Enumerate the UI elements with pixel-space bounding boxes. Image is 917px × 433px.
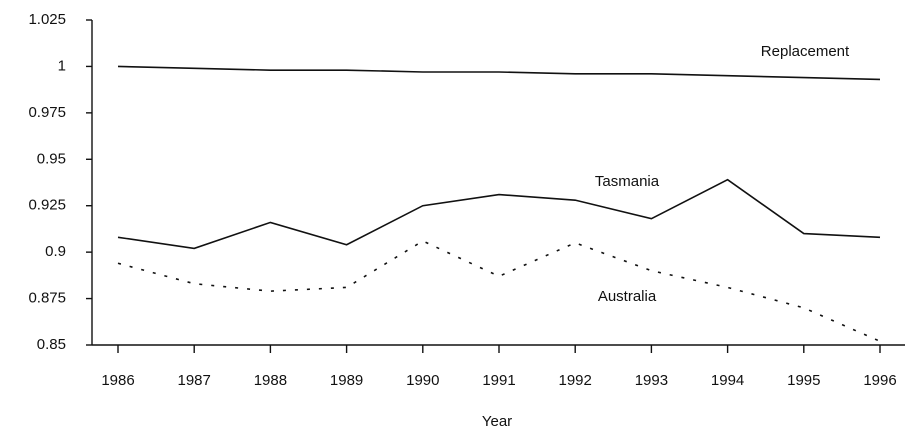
x-tick-label: 1988: [254, 372, 287, 389]
x-tick-label: 1986: [101, 372, 134, 389]
y-tick-label: 0.85: [37, 336, 66, 353]
x-tick-label: 1995: [787, 372, 820, 389]
y-tick-label: 0.925: [28, 197, 66, 214]
series-label: Australia: [598, 288, 657, 305]
y-tick-label: 1: [58, 57, 66, 74]
x-tick-label: 1992: [559, 372, 592, 389]
y-tick-label: 1.025: [28, 11, 66, 28]
x-tick-label: 1991: [482, 372, 515, 389]
series-label: Replacement: [761, 43, 850, 60]
y-tick-label: 0.975: [28, 104, 66, 121]
x-tick-label: 1994: [711, 372, 744, 389]
x-tick-label: 1990: [406, 372, 439, 389]
x-tick-label: 1993: [635, 372, 668, 389]
series-line: [117, 65, 881, 81]
x-tick-label: 1987: [178, 372, 211, 389]
series-line: [117, 240, 881, 343]
x-tick-label: 1989: [330, 372, 363, 389]
x-axis-label: Year: [482, 413, 512, 430]
series-label: Tasmania: [595, 173, 660, 190]
y-tick-label: 0.9: [45, 243, 66, 260]
x-tick-label: 1996: [863, 372, 896, 389]
y-tick-label: 0.95: [37, 150, 66, 167]
series-line: [117, 178, 881, 250]
y-tick-label: 0.875: [28, 290, 66, 307]
